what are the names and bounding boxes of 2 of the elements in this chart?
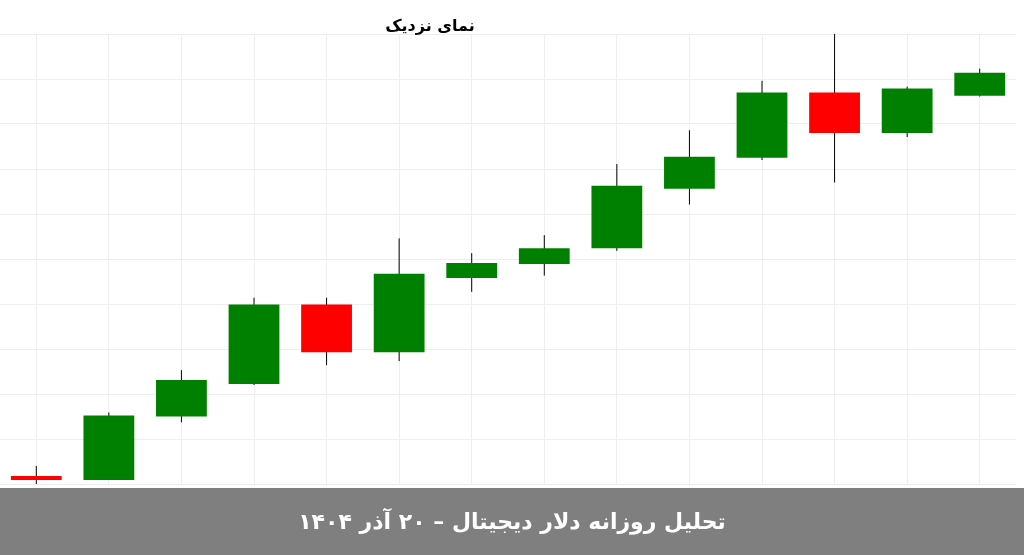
text: تحلیل روزانه دلار دیجیتال – ۲۰ آذر ۱۴۰۴ — [0, 488, 1024, 555]
chart-title: نمای نزدیک — [384, 16, 476, 35]
